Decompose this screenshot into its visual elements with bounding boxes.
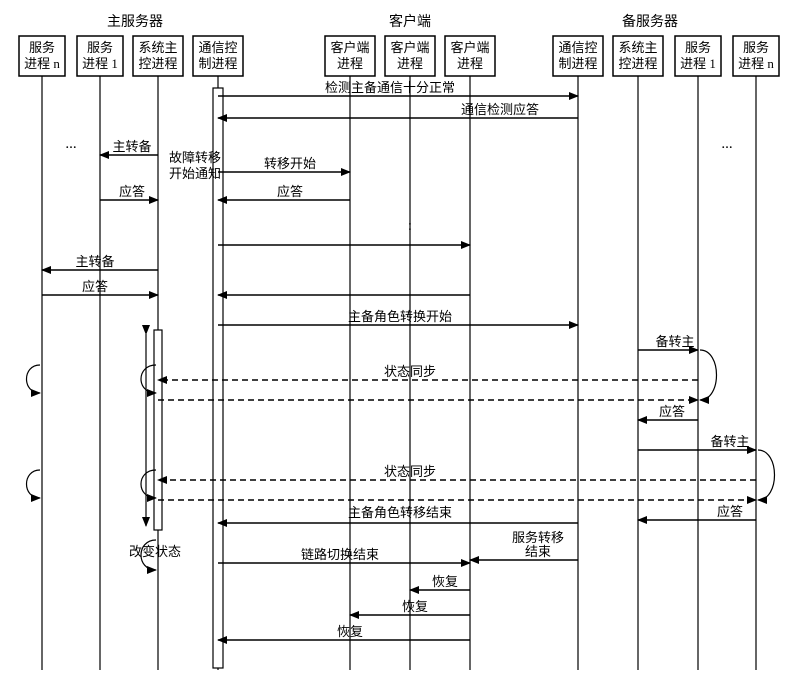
lane-label: 进程	[457, 56, 483, 71]
lane-label: 制进程	[558, 56, 597, 71]
free-label: 故障转移	[169, 150, 221, 165]
lane-label: 通信控	[558, 40, 597, 55]
message-label: 状态同步	[384, 464, 436, 479]
message-label: 服务转移	[512, 530, 564, 545]
lane-label: 服务	[87, 40, 113, 55]
lane-label: 进程 1	[680, 56, 716, 71]
group-label: 主服务器	[107, 14, 163, 30]
ellipsis: ...	[65, 136, 76, 152]
lane-label: 系统主	[138, 40, 177, 55]
free-label: 改变状态	[129, 544, 181, 559]
group-label: 客户端	[389, 13, 431, 30]
message-label: 主转备	[112, 139, 151, 154]
lane-label: 通信控	[198, 40, 237, 55]
message-label: 主转备	[75, 254, 114, 269]
message-label: 应答	[659, 404, 685, 419]
message-label: 恢复	[402, 599, 428, 614]
message-label: 应答	[717, 504, 743, 519]
ellipsis: ...	[721, 136, 732, 152]
lane-label: 进程	[337, 56, 363, 71]
message-label: 检测主备通信十分正常	[325, 80, 455, 95]
lane-label: 客户端	[330, 40, 369, 55]
message-label: 应答	[119, 184, 145, 199]
lane-label: 服务	[685, 40, 711, 55]
lane-label: 客户端	[390, 40, 429, 55]
message-label: 应答	[277, 184, 303, 199]
lane-label: 进程 n	[738, 56, 774, 71]
lane-label: 服务	[29, 40, 55, 55]
lane-label: 进程	[397, 56, 423, 71]
lane-label: 系统主	[618, 40, 657, 55]
lane-label: 进程 1	[82, 56, 118, 71]
ellipsis: :	[408, 218, 412, 234]
message-label: 状态同步	[384, 364, 436, 379]
message-label: 链路切换结束	[301, 547, 379, 562]
message-label: 应答	[82, 279, 108, 294]
message-label: 恢复	[432, 574, 458, 589]
sequence-diagram: 主服务器客户端备服务器服务进程 n服务进程 1系统主控进程通信控制进程客户端进程…	[0, 0, 800, 683]
lane-label: 进程 n	[24, 56, 60, 71]
message-label: 结束	[525, 544, 551, 559]
free-label: 开始通知	[169, 166, 221, 181]
message-label: 主备角色转移结束	[348, 505, 452, 520]
lane-label: 服务	[743, 40, 769, 55]
message-label: 备转主	[710, 434, 749, 449]
lane-label: 控进程	[618, 56, 657, 71]
message-label: 转移开始	[264, 156, 316, 171]
group-label: 备服务器	[622, 13, 678, 30]
lane-label: 客户端	[450, 40, 489, 55]
message-label: 恢复	[337, 624, 363, 639]
message-label: 主备角色转换开始	[348, 309, 452, 324]
message-label: 通信检测应答	[461, 102, 539, 117]
message-label: 备转主	[655, 334, 694, 349]
lane-label: 制进程	[198, 56, 237, 71]
lane-label: 控进程	[138, 56, 177, 71]
